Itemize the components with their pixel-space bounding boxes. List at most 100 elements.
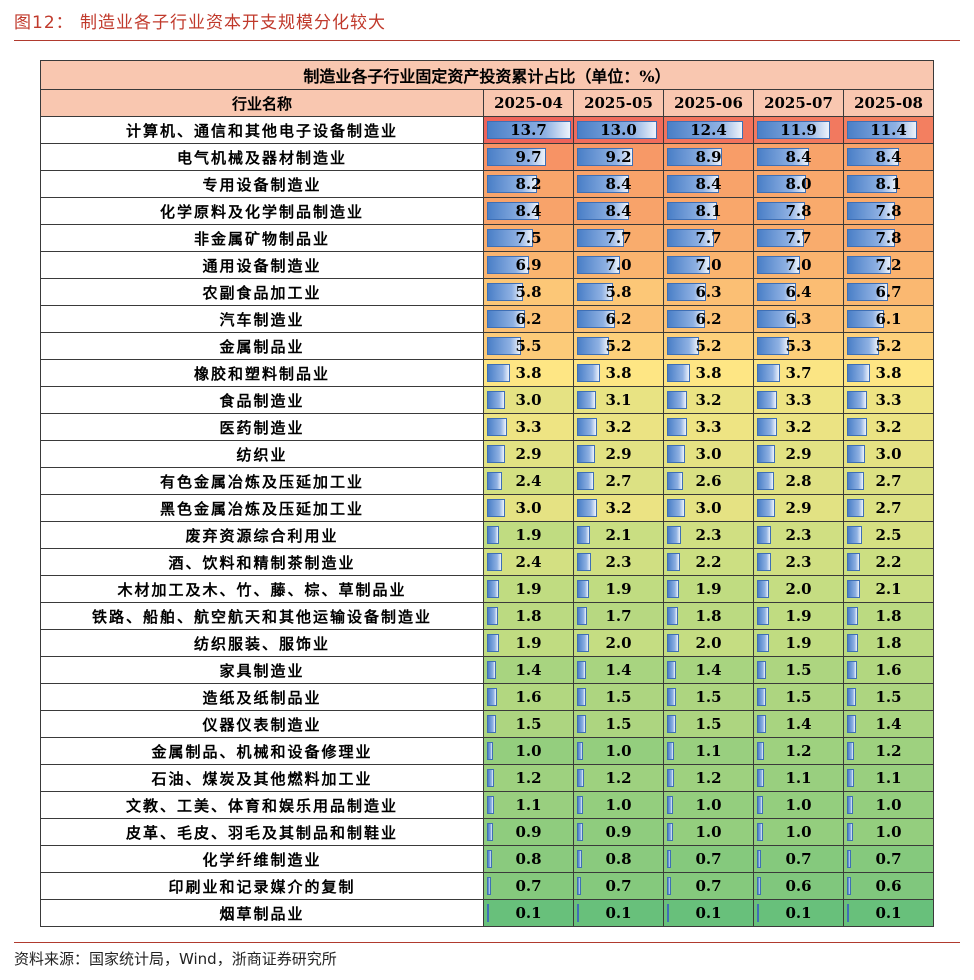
value-cell: 1.2 (753, 737, 844, 765)
value-cell: 1.8 (842, 629, 935, 657)
value-cell: 6.2 (573, 305, 664, 333)
data-bar (487, 445, 505, 463)
data-bar (847, 796, 854, 814)
value-cell: 0.6 (753, 872, 844, 900)
table-row: 农副食品加工业 5.8 5.8 6.3 6.4 6.7 (40, 278, 935, 306)
value-label: 5.8 (605, 283, 632, 301)
value-cell: 1.6 (842, 656, 935, 684)
table-row: 食品制造业 3.0 3.1 3.2 3.3 3.3 (40, 386, 935, 414)
value-label: 3.2 (875, 418, 902, 436)
value-label: 2.3 (785, 553, 812, 571)
data-bar (667, 553, 681, 571)
value-cell: 1.0 (663, 791, 754, 819)
value-cell: 2.3 (753, 548, 844, 576)
value-cell: 2.0 (663, 629, 754, 657)
table-row: 化学原料及化学制品制造业 8.4 8.4 8.1 7.8 7.8 (40, 197, 935, 225)
data-bar (487, 661, 496, 679)
data-bar (667, 796, 674, 814)
value-label: 0.9 (515, 823, 542, 841)
table-body: 计算机、通信和其他电子设备制造业 13.7 13.0 12.4 11.9 11.4 电气机械… (40, 116, 935, 927)
value-cell: 2.9 (753, 494, 844, 522)
industry-name: 农副食品加工业 (40, 278, 484, 306)
source-note: 资料来源：国家统计局，Wind，浙商证券研究所 (14, 950, 337, 968)
data-bar (577, 256, 620, 274)
data-bar (487, 904, 489, 922)
value-cell: 3.0 (842, 440, 935, 468)
value-cell: 2.3 (573, 548, 664, 576)
data-bar (487, 526, 499, 544)
data-bar (757, 418, 777, 436)
value-label: 8.1 (875, 175, 902, 193)
value-cell: 0.7 (573, 872, 664, 900)
value-label: 13.7 (510, 121, 547, 139)
data-bar (847, 175, 897, 193)
data-bar (667, 688, 677, 706)
data-bar (487, 688, 497, 706)
value-label: 2.3 (695, 526, 722, 544)
value-label: 3.3 (515, 418, 542, 436)
value-label: 1.8 (695, 607, 722, 625)
value-label: 0.7 (785, 850, 812, 868)
value-cell: 5.8 (573, 278, 664, 306)
value-cell: 1.9 (483, 521, 574, 549)
value-label: 8.4 (515, 202, 542, 220)
data-bar (577, 607, 588, 625)
value-label: 1.0 (695, 796, 722, 814)
industry-name: 食品制造业 (40, 386, 484, 414)
value-label: 1.8 (875, 607, 902, 625)
value-cell: 1.4 (483, 656, 574, 684)
data-bar (487, 553, 502, 571)
value-cell: 3.8 (663, 359, 754, 387)
value-cell: 7.7 (573, 224, 664, 252)
data-bar (487, 337, 521, 355)
data-bar (847, 850, 852, 868)
value-cell: 7.0 (573, 251, 664, 279)
data-bar (757, 715, 766, 733)
value-label: 7.7 (605, 229, 632, 247)
industry-name: 皮革、毛皮、羽毛及其制品和制鞋业 (40, 818, 484, 846)
value-cell: 1.0 (663, 818, 754, 846)
value-label: 1.2 (785, 742, 812, 760)
value-cell: 8.4 (483, 197, 574, 225)
value-cell: 1.0 (842, 818, 935, 846)
data-bar (667, 823, 674, 841)
value-label: 1.5 (605, 715, 632, 733)
value-cell: 8.4 (663, 170, 754, 198)
data-bar (577, 769, 585, 787)
value-label: 6.4 (785, 283, 812, 301)
value-cell: 1.5 (663, 683, 754, 711)
table-row: 纺织业 2.9 2.9 3.0 2.9 3.0 (40, 440, 935, 468)
industry-name: 废弃资源综合利用业 (40, 521, 484, 549)
value-cell: 1.4 (663, 656, 754, 684)
industry-name: 石油、煤炭及其他燃料加工业 (40, 764, 484, 792)
data-bar (847, 283, 889, 301)
value-label: 1.6 (515, 688, 542, 706)
value-label: 1.4 (515, 661, 542, 679)
data-bar (577, 580, 589, 598)
data-bar (757, 202, 805, 220)
value-cell: 3.3 (753, 386, 844, 414)
data-bar (847, 148, 899, 166)
value-cell: 1.0 (573, 737, 664, 765)
data-bar (577, 553, 592, 571)
value-cell: 2.2 (663, 548, 754, 576)
value-cell: 11.9 (753, 116, 844, 144)
value-label: 1.0 (515, 742, 542, 760)
value-label: 8.2 (515, 175, 542, 193)
value-label: 3.2 (605, 499, 632, 517)
value-cell: 1.2 (573, 764, 664, 792)
data-bar (757, 499, 775, 517)
value-cell: 2.8 (753, 467, 844, 495)
value-cell: 1.2 (483, 764, 574, 792)
value-label: 0.1 (785, 904, 812, 922)
data-bar (577, 526, 590, 544)
data-bar (667, 391, 687, 409)
value-cell: 1.0 (753, 818, 844, 846)
value-label: 1.4 (605, 661, 632, 679)
industry-name: 化学原料及化学制品制造业 (40, 197, 484, 225)
value-cell: 5.3 (753, 332, 844, 360)
data-bar (667, 850, 672, 868)
value-cell: 1.4 (573, 656, 664, 684)
data-bar (667, 526, 682, 544)
data-bar (487, 742, 494, 760)
